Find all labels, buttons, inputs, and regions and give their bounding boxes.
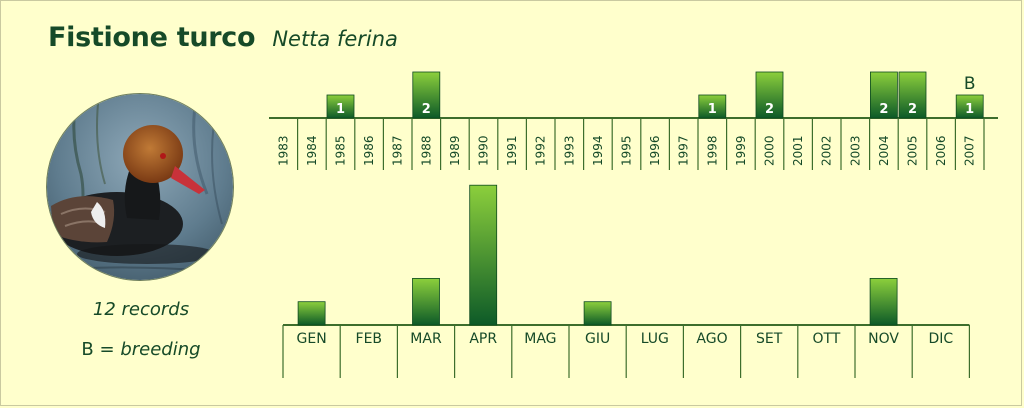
year-bar-label-1985: 1 [336,102,345,117]
year-tick-label-1988: 1988 [419,135,433,166]
yearly-chart: 1983 1984 1 1985 1986 1987 2 1988 1989 1990 1991 19… [269,71,998,170]
month-bar-MAR [412,277,440,326]
month-tick-label-MAR: MAR [410,331,442,347]
month-tick-label-OTT: OTT [812,331,840,347]
year-bar-label-1998: 1 [708,102,717,117]
year-tick-label-1991: 1991 [505,135,519,166]
legend-key: B [81,339,94,360]
month-bar-NOV [869,277,898,326]
duck-illustration [47,94,233,280]
year-bar-label-2007: 1 [965,102,974,117]
year-bar-label-2000: 2 [765,102,774,117]
year-tick-label-1996: 1996 [648,135,662,166]
monthly-chart: GEN FEB MAR APR MAG GIU LUG AGO SET OTT NOV DIC [282,184,971,378]
year-bar-label-2004: 2 [879,102,888,117]
year-bar-2000 [755,71,784,119]
year-bar-2007 [955,94,984,119]
year-tick-label-2007: 2007 [963,135,977,166]
year-bar-2004 [870,71,898,119]
month-tick-label-NOV: NOV [868,331,899,347]
year-tick-label-1986: 1986 [362,135,376,166]
month-tick-label-SET: SET [756,331,783,347]
year-tick-label-2005: 2005 [906,135,920,166]
year-tick-label-2000: 2000 [763,135,777,166]
year-tick-label-2002: 2002 [820,135,834,166]
year-tick-label-1994: 1994 [591,135,605,166]
month-bar-GEN [297,301,326,326]
year-bar-label-2005: 2 [908,102,917,117]
common-name: Fistione turco [48,22,256,53]
records-count: 12 records [92,299,190,320]
month-tick-label-FEB: FEB [356,331,383,347]
species-title: Fistione turco Netta ferina [48,22,398,53]
month-tick-label-MAG: MAG [524,331,556,347]
year-bar-label-1988: 2 [422,102,431,117]
month-bar-GIU [583,301,612,326]
year-tick-label-2003: 2003 [848,135,862,166]
breeding-annotation-2007: B [964,74,976,94]
year-tick-label-1983: 1983 [276,135,290,166]
year-tick-label-1987: 1987 [391,135,405,166]
year-tick-label-1995: 1995 [620,135,634,166]
legend-text: breeding [120,339,201,360]
year-tick-label-1989: 1989 [448,135,462,166]
year-tick-label-1990: 1990 [477,135,491,166]
year-tick-label-1999: 1999 [734,135,748,166]
scientific-name: Netta ferina [272,27,398,51]
month-tick-label-GIU: GIU [585,331,610,347]
month-bar-APR [469,184,498,326]
year-bar-1985 [326,94,355,119]
month-tick-label-LUG: LUG [641,331,669,347]
year-tick-label-1985: 1985 [334,135,348,166]
year-tick-label-1984: 1984 [305,135,319,166]
legend-equals: = [93,339,121,360]
month-tick-label-AGO: AGO [696,331,727,347]
year-bar-2005 [898,71,927,119]
year-tick-label-1998: 1998 [705,135,719,166]
year-bar-1988 [412,71,441,119]
year-tick-label-1997: 1997 [677,135,691,166]
year-tick-label-2001: 2001 [791,135,805,166]
year-tick-label-2006: 2006 [934,135,948,166]
month-tick-label-DIC: DIC [928,331,953,347]
month-tick-label-APR: APR [469,331,497,347]
month-tick-label-GEN: GEN [297,331,327,347]
species-photo [46,93,234,281]
breeding-legend: B = breeding [0,339,282,360]
year-tick-label-1993: 1993 [562,135,576,166]
year-tick-label-2004: 2004 [877,135,891,166]
year-bar-1998 [698,94,727,119]
year-tick-label-1992: 1992 [534,135,548,166]
